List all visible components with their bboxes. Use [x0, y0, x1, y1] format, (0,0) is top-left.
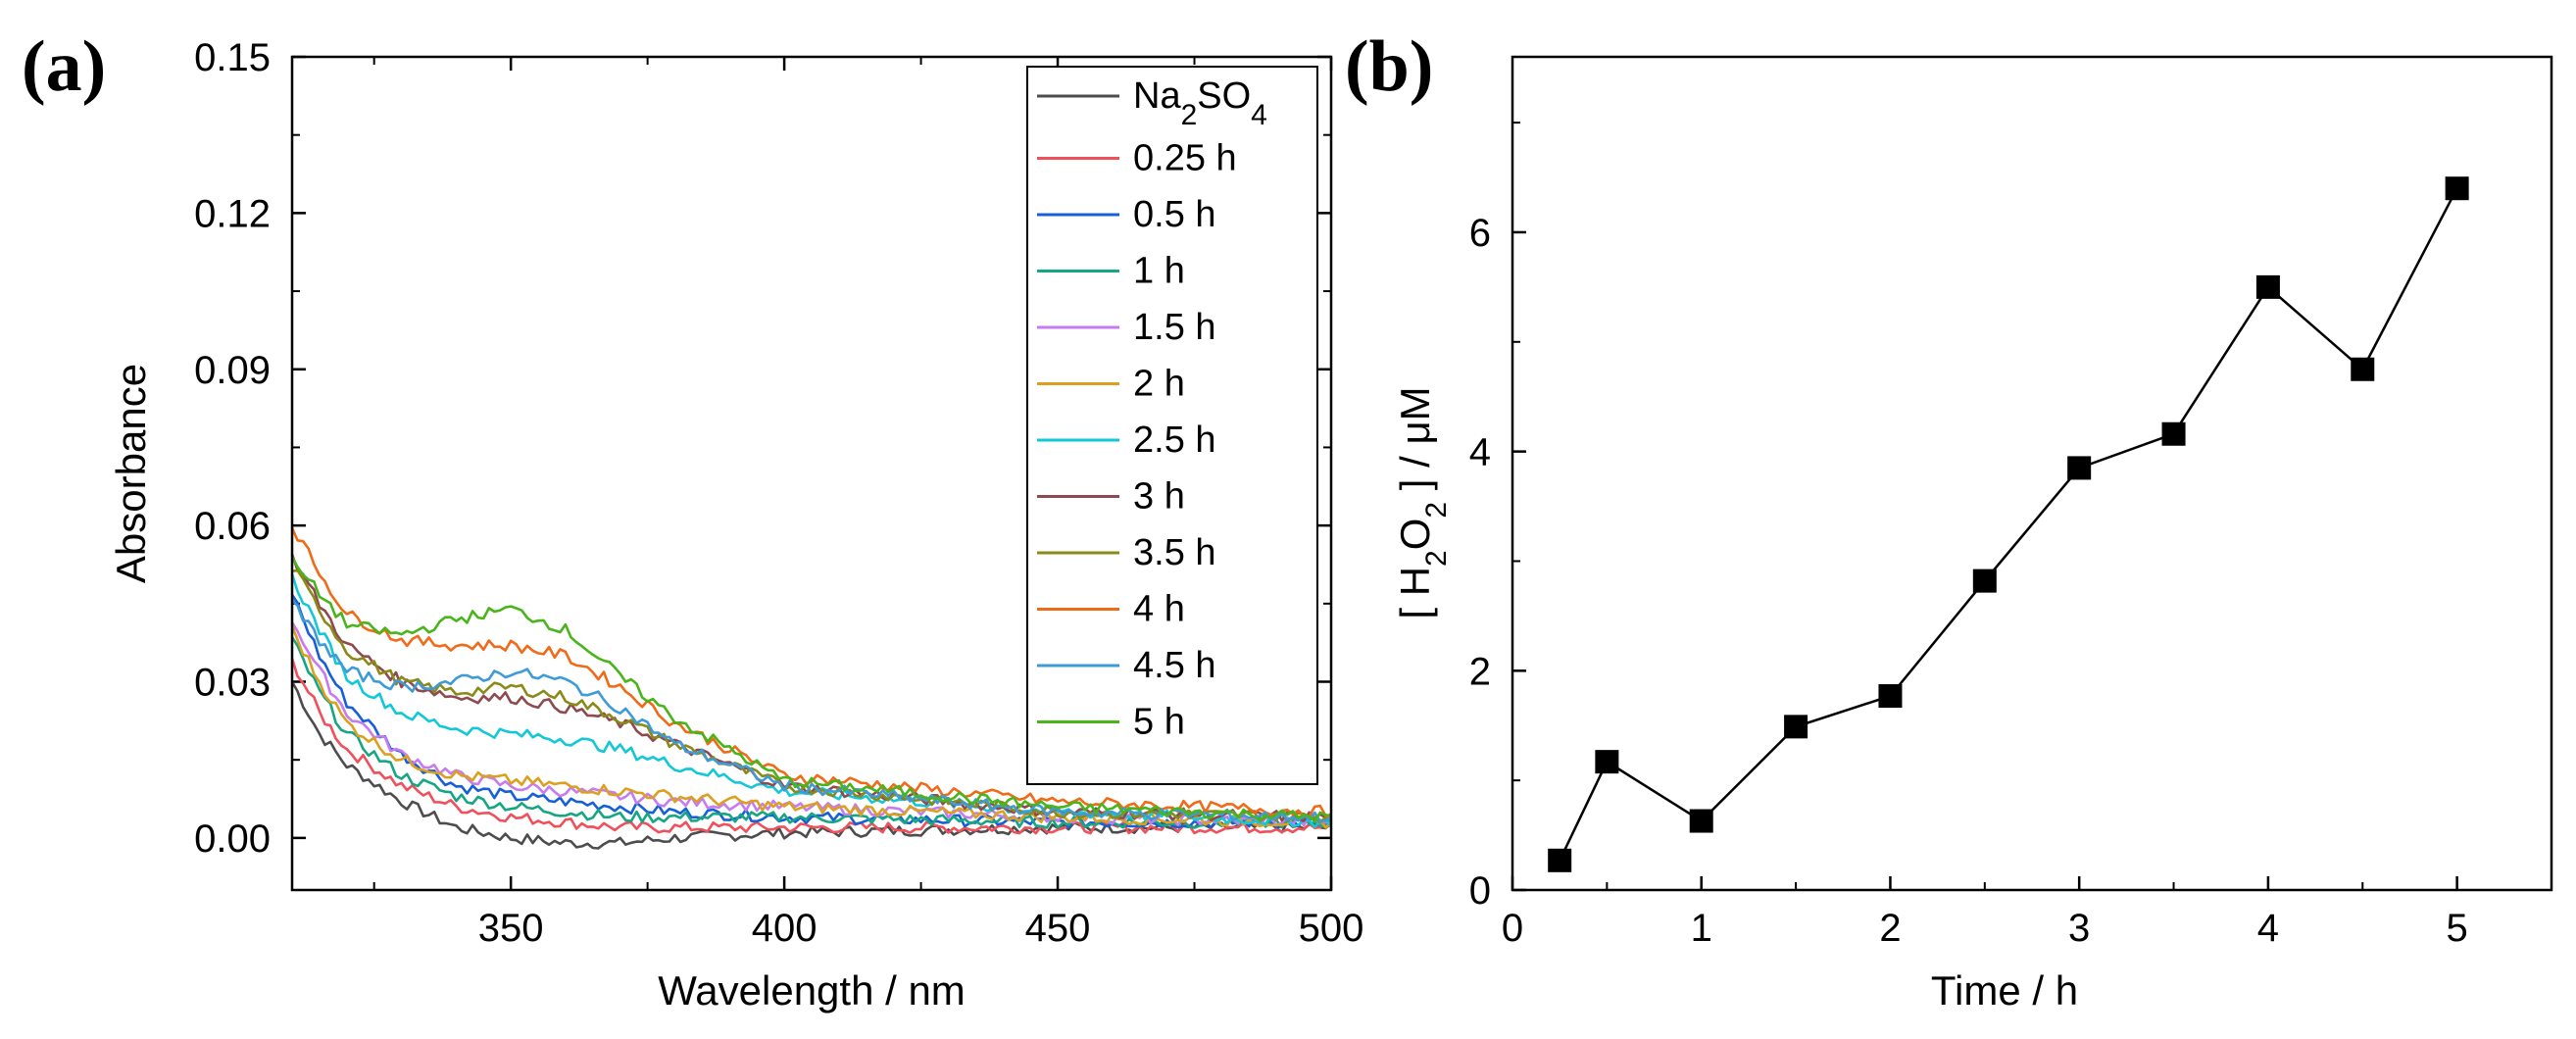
legend-label-4-h: 4 h [1133, 589, 1185, 630]
curve-4-5-h [291, 599, 1332, 823]
curve-2-h [290, 625, 1332, 829]
h2o2-marker [1548, 848, 1572, 872]
x-tick-label: 450 [1025, 907, 1091, 950]
panel-b-x-tick-labels: 0 1 2 3 4 5 [1502, 907, 2468, 950]
x-tick-label: 3 [2068, 907, 2090, 950]
panel-a-frame [290, 55, 1333, 892]
panel-a-curves [290, 527, 1333, 850]
h2o2-marker [1595, 750, 1619, 774]
panel-a-x-tick-labels: 350 400 450 500 [478, 907, 1364, 950]
y-tick-label: 0.12 [194, 192, 271, 235]
panel-b-y-tick-labels: 0 2 4 6 [1469, 212, 1491, 913]
x-tick-label: 400 [752, 907, 817, 950]
legend-label-2-h: 2 h [1133, 364, 1185, 405]
h2o2-marker [2445, 176, 2469, 201]
panel-a-y-tick-labels: 0.00 0.03 0.06 0.09 0.12 0.15 [194, 36, 271, 861]
h2o2-marker [1784, 715, 1808, 739]
panel-b-x-axis-title: Time / h [1931, 967, 2078, 1014]
panel-a-label: (a) [22, 26, 106, 107]
h2o2-marker [2067, 456, 2092, 480]
curve-5-h [290, 556, 1332, 823]
x-tick-label: 2 [1879, 907, 1901, 950]
legend-label-0-5-h: 0.5 h [1133, 194, 1216, 235]
panel-a-ticks [292, 55, 1333, 890]
x-tick-label: 1 [1691, 907, 1712, 950]
curve-0-25-h [290, 658, 1332, 835]
panel-a: (a) 350 400 450 500 0.00 0.03 0.06 0.09 0.12 0.1… [22, 26, 1363, 1014]
curve-0-5-h [290, 594, 1332, 829]
panel-b-label: (b) [1345, 26, 1433, 107]
h2o2-marker [2255, 274, 2280, 299]
panel-b-series [1548, 176, 2469, 872]
curve-1-h [290, 636, 1333, 829]
panel-a-x-axis-title: Wavelength / nm [658, 967, 966, 1014]
panel-b-y-axis-title: [ H2O2 ] / μM [1392, 386, 1453, 618]
y-tick-label: 0.15 [194, 36, 271, 79]
panel-a-y-axis-title: Absorbance [108, 364, 154, 583]
x-tick-label: 0 [1502, 907, 1523, 950]
h2o2-marker [1878, 684, 1903, 709]
y-tick-label: 0.09 [194, 349, 271, 392]
legend-label-na2so4: Na2SO4 [1133, 75, 1267, 131]
legend-label-1-5-h: 1.5 h [1133, 307, 1216, 348]
x-tick-label: 500 [1299, 907, 1364, 950]
h2o2-marker [1972, 569, 1997, 593]
y-tick-label: 0.06 [194, 505, 271, 548]
panel-b-ticks [1511, 122, 2458, 892]
h2o2-marker [2161, 421, 2186, 446]
y-tick-label: 0.03 [194, 662, 271, 705]
h2o2-marker [1689, 809, 1713, 833]
legend-label-5-h: 5 h [1133, 702, 1185, 743]
x-tick-label: 5 [2447, 907, 2468, 950]
y-tick-label: 0.00 [194, 817, 271, 861]
y-tick-label: 0 [1469, 869, 1491, 913]
x-tick-label: 350 [478, 907, 544, 950]
legend-label-4-5-h: 4.5 h [1133, 645, 1216, 686]
h2o2-line [1559, 187, 2458, 862]
panel-a-legend: Na2SO4 0.25 h 0.5 h 1 h 1.5 h 2 h 2.5 h 3 h 3.5 … [1026, 66, 1318, 785]
x-tick-label: 4 [2257, 907, 2279, 950]
y-tick-label: 2 [1469, 650, 1491, 693]
h2o2-marker [2351, 357, 2375, 381]
y-tick-label: 6 [1469, 212, 1491, 255]
panel-b-frame [1511, 55, 2553, 892]
legend-label-1-h: 1 h [1133, 251, 1185, 292]
y-tick-label: 4 [1469, 431, 1491, 474]
legend-label-2-5-h: 2.5 h [1133, 420, 1216, 461]
legend-label-3-5-h: 3.5 h [1133, 532, 1216, 573]
legend-label-3-h: 3 h [1133, 476, 1185, 518]
panel-b: (b) 0 1 2 3 4 5 0 2 4 6 Time / h [ H2O2 ] / μM [1345, 26, 2553, 1014]
legend-label-0-25-h: 0.25 h [1133, 138, 1237, 179]
